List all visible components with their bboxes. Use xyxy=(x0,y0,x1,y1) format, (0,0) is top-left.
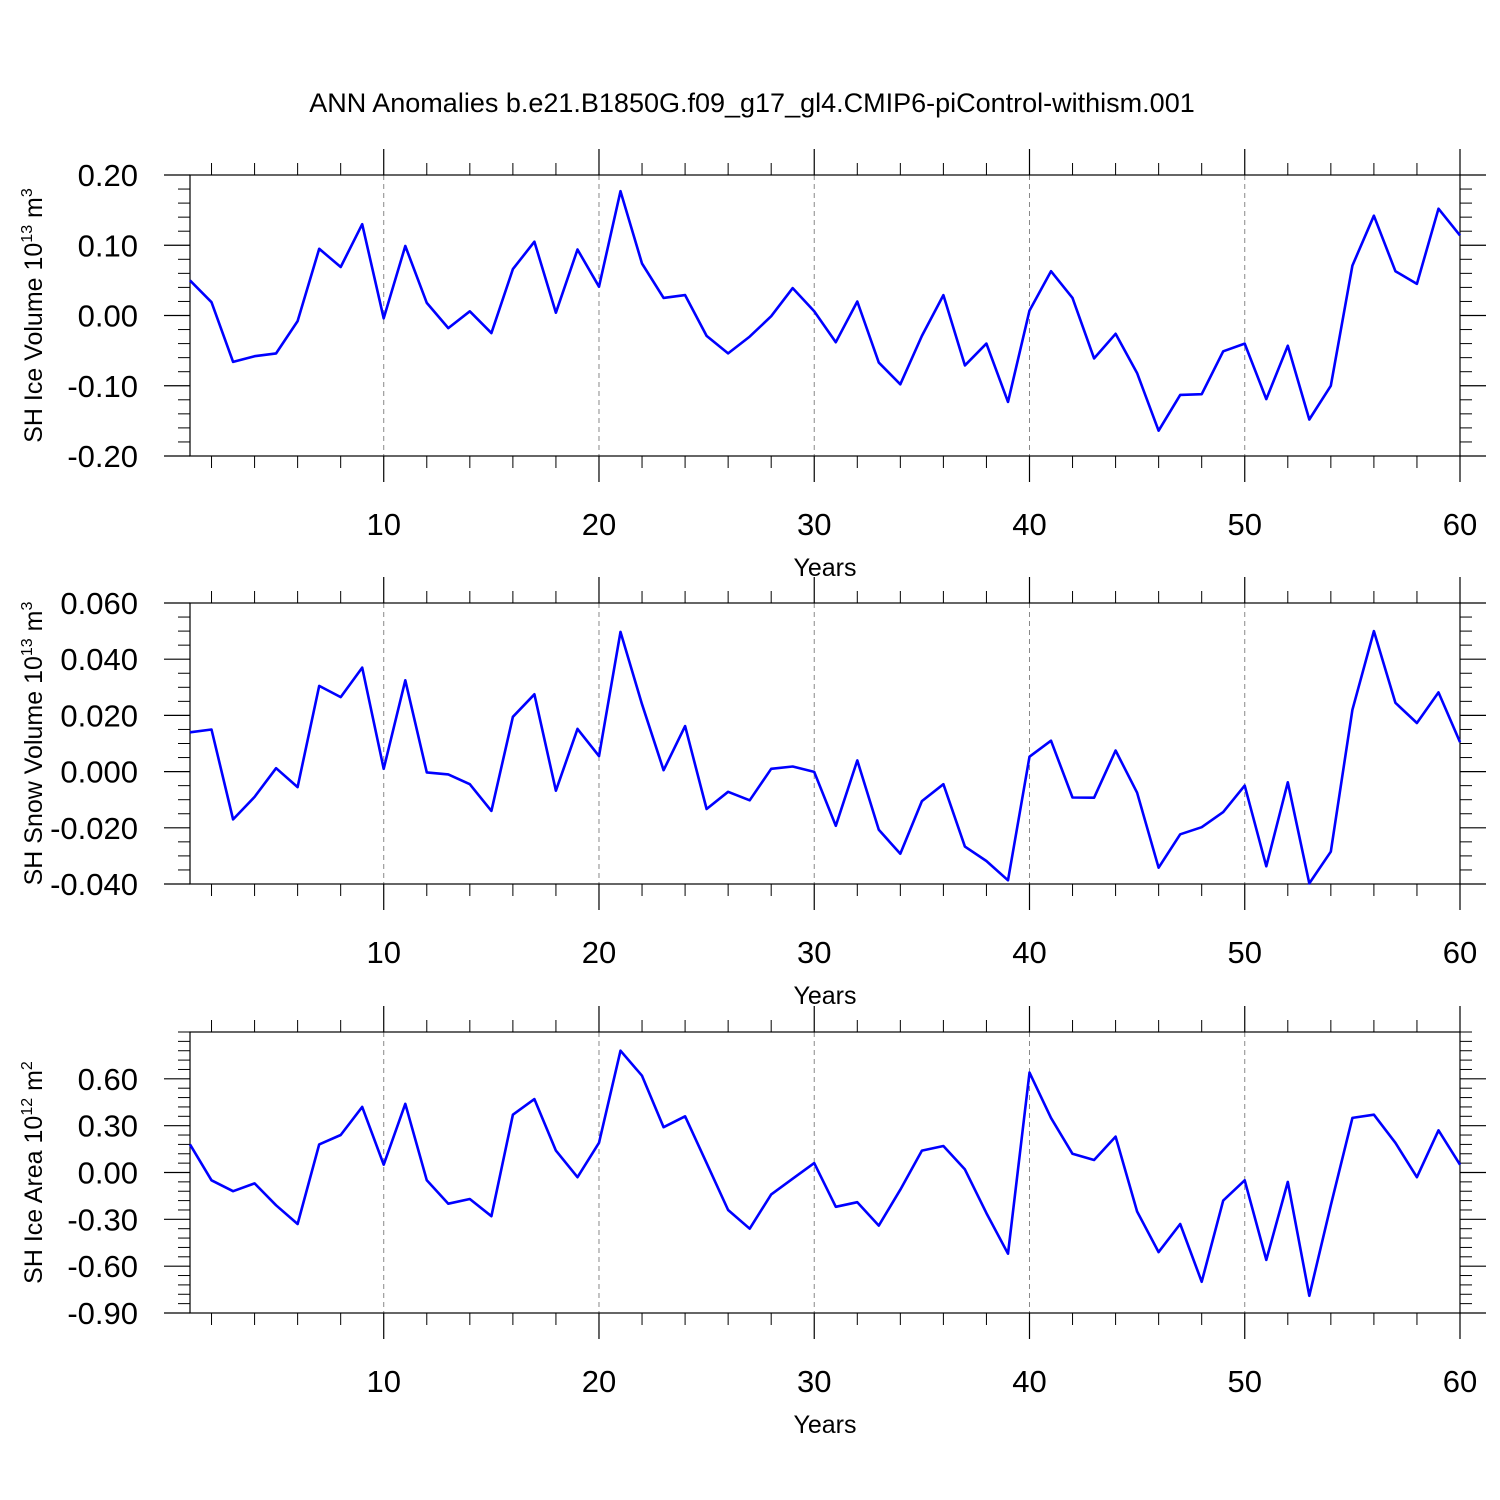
snow-volume-series-line xyxy=(189,629,1462,885)
ice-area-xtick-label: 50 xyxy=(1228,1364,1262,1399)
ice-volume-y-axis-label: SH Ice Volume 1013 m3 xyxy=(19,188,48,443)
ice-volume-xtick-label: 10 xyxy=(366,507,400,542)
snow-volume-xtick-label: 30 xyxy=(797,935,831,970)
snow-volume-ytick-label: -0.020 xyxy=(50,811,138,846)
ice-area-series-line xyxy=(188,1049,1462,1298)
ice-area-xtick-label: 40 xyxy=(1012,1364,1046,1399)
snow-volume-ytick-label: 0.000 xyxy=(60,755,138,790)
snow-volume-xtick-label: 60 xyxy=(1443,935,1477,970)
ice-volume-xtick-label: 30 xyxy=(797,507,831,542)
snow-volume-y-axis-label: SH Snow Volume 1013 m3 xyxy=(19,602,48,886)
ice-volume-ticks xyxy=(164,149,1486,482)
ice-area-ytick-label: 0.00 xyxy=(78,1156,138,1191)
ice-area-panel: -0.90 -0.60 -0.30 0.00 0.30 0.60 10 20 30 40 50 60… xyxy=(19,1006,1486,1439)
snow-volume-xtick-label: 40 xyxy=(1012,935,1046,970)
ice-area-xtick-label: 10 xyxy=(366,1364,400,1399)
ice-area-ytick-label: 0.60 xyxy=(78,1062,138,1097)
snow-volume-ytick-label: -0.040 xyxy=(50,867,138,902)
snow-volume-ytick-label: 0.060 xyxy=(60,586,138,621)
ice-area-ticks xyxy=(164,1006,1486,1339)
ice-volume-ytick-labels: -0.20 -0.10 0.00 0.10 0.20 xyxy=(67,158,138,474)
ice-volume-xtick-label: 40 xyxy=(1012,507,1046,542)
ice-volume-ytick-label: 0.10 xyxy=(78,228,138,263)
snow-volume-plot-frame xyxy=(189,602,1461,885)
snow-volume-ytick-label: 0.020 xyxy=(60,698,138,733)
snow-volume-xtick-label: 50 xyxy=(1228,935,1262,970)
ice-volume-panel: -0.20 -0.10 0.00 0.10 0.20 10 20 30 40 50 60 SH I… xyxy=(19,149,1486,582)
ice-area-xtick-label: 20 xyxy=(582,1364,616,1399)
ice-area-ytick-labels: -0.90 -0.60 -0.30 0.00 0.30 0.60 xyxy=(67,1062,138,1331)
snow-volume-ytick-label: 0.040 xyxy=(60,642,138,677)
snow-volume-ticks xyxy=(164,577,1486,910)
ice-volume-ytick-label: 0.00 xyxy=(78,299,138,334)
snow-volume-xtick-labels: 10 20 30 40 50 60 xyxy=(366,935,1477,970)
ice-area-y-axis-label: SH Ice Area 1012 m2 xyxy=(19,1061,48,1284)
ice-area-ytick-label: -0.90 xyxy=(67,1296,138,1331)
ice-volume-ytick-label: 0.20 xyxy=(78,158,138,193)
figure-title: ANN Anomalies b.e21.B1850G.f09_g17_gl4.C… xyxy=(309,88,1194,118)
ice-volume-xtick-label: 60 xyxy=(1443,507,1477,542)
ice-volume-series-line xyxy=(189,189,1462,433)
ice-volume-ytick-label: -0.20 xyxy=(67,439,138,474)
ice-area-ytick-label: 0.30 xyxy=(78,1109,138,1144)
ice-area-xtick-labels: 10 20 30 40 50 60 xyxy=(366,1364,1477,1399)
ice-area-xtick-label: 30 xyxy=(797,1364,831,1399)
ice-area-x-axis-label: Years xyxy=(793,1411,856,1439)
ice-volume-plot-frame xyxy=(189,174,1461,457)
snow-volume-xtick-label: 20 xyxy=(582,935,616,970)
snow-volume-xtick-label: 10 xyxy=(366,935,400,970)
ice-volume-xtick-labels: 10 20 30 40 50 60 xyxy=(366,507,1477,542)
snow-volume-panel: -0.040 -0.020 0.000 0.020 0.040 0.060 10 20 30 4… xyxy=(19,577,1486,1010)
ice-volume-ytick-label: -0.10 xyxy=(67,369,138,404)
ice-area-plot-frame xyxy=(189,1031,1461,1314)
ice-area-ytick-label: -0.30 xyxy=(67,1202,138,1237)
ice-area-ytick-label: -0.60 xyxy=(67,1249,138,1284)
ice-area-xtick-label: 60 xyxy=(1443,1364,1477,1399)
ice-volume-x-axis-label: Years xyxy=(793,554,856,582)
ice-volume-xtick-label: 20 xyxy=(582,507,616,542)
snow-volume-ytick-labels: -0.040 -0.020 0.000 0.020 0.040 0.060 xyxy=(50,586,138,902)
snow-volume-x-axis-label: Years xyxy=(793,982,856,1010)
ice-volume-xtick-label: 50 xyxy=(1228,507,1262,542)
